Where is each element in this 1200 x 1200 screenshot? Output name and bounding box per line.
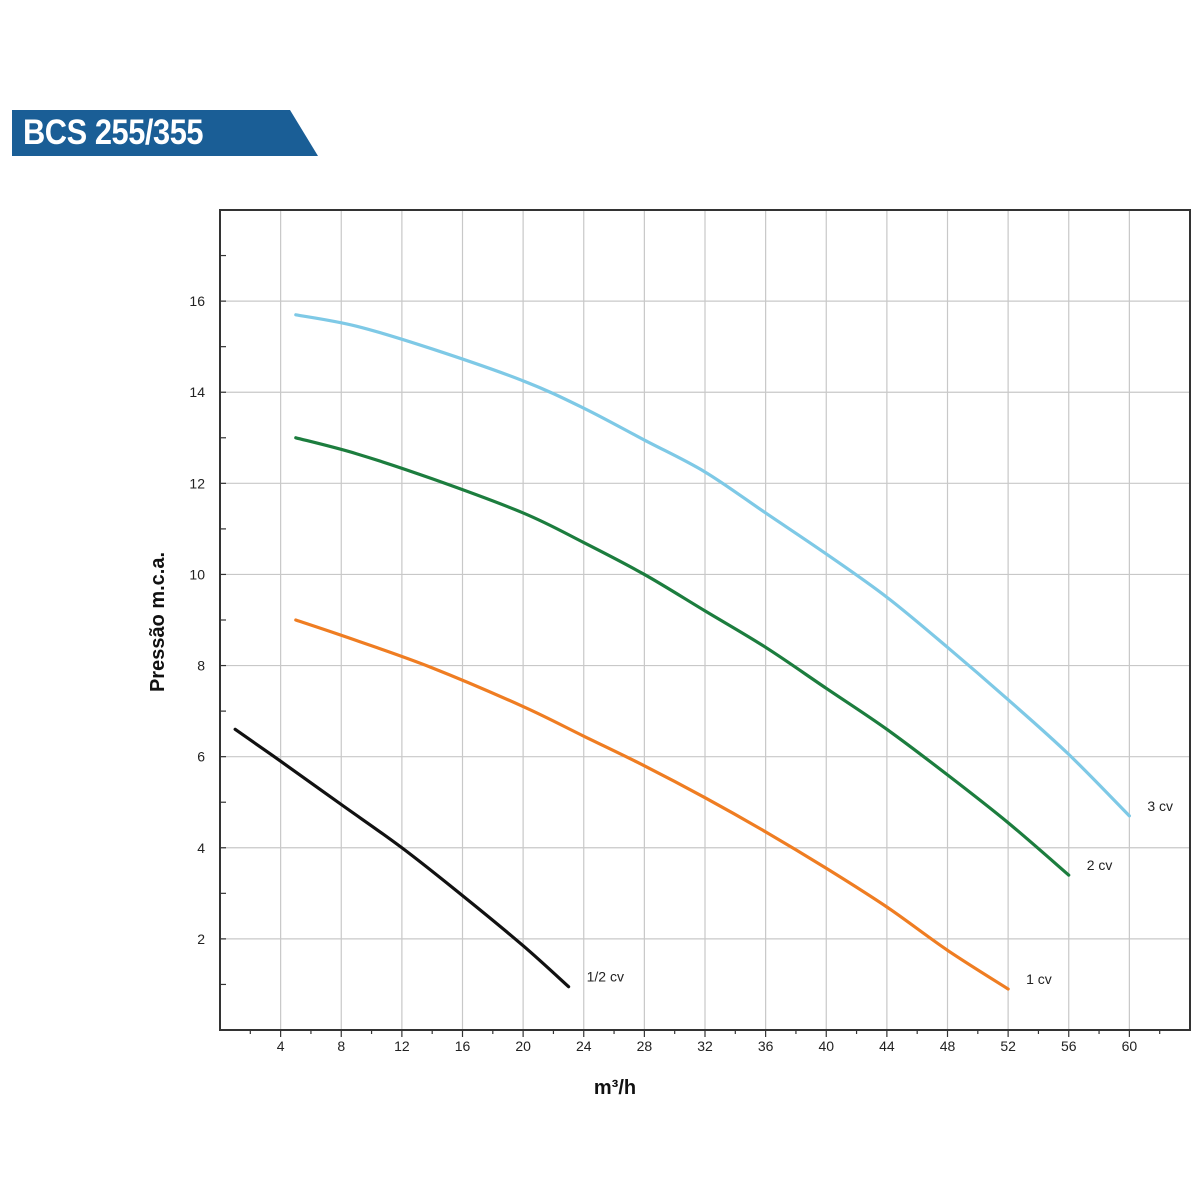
series-label-1-2-cv: 1/2 cv: [587, 969, 624, 985]
x-tick-label: 56: [1061, 1038, 1077, 1054]
series-line-1-2-cv: [233, 727, 571, 989]
x-tick-label: 40: [818, 1038, 834, 1054]
title-banner: BCS 255/355: [12, 110, 318, 156]
x-tick-label: 52: [1000, 1038, 1016, 1054]
y-axis: 2 4 6 8 10 12 14 16: [189, 254, 226, 986]
series-lines: [233, 313, 1131, 991]
x-tick-label: 12: [394, 1038, 410, 1054]
series-line-1-cv: [294, 618, 1010, 991]
series-label-1-cv: 1 cv: [1026, 971, 1052, 987]
x-tick-label: 32: [697, 1038, 713, 1054]
y-tick-label: 6: [197, 749, 205, 765]
series-label-3-cv: 3 cv: [1147, 798, 1173, 814]
series-label-2-cv: 2 cv: [1087, 857, 1113, 873]
x-axis-title: m³/h: [594, 1077, 636, 1099]
x-tick-label: 36: [758, 1038, 774, 1054]
series-line-3-cv: [294, 313, 1131, 818]
y-axis-title: Pressão m.c.a.: [147, 552, 169, 692]
grid: [220, 210, 1190, 1030]
series-labels: 1/2 cv 1 cv 2 cv 3 cv: [587, 798, 1173, 987]
x-tick-label: 48: [940, 1038, 956, 1054]
x-axis: 4 8 12 16 20 24 28 32 36 40 44 48 52 56 60: [249, 1030, 1161, 1054]
y-tick-label: 4: [197, 840, 205, 856]
y-tick-label: 10: [189, 566, 205, 582]
x-tick-label: 20: [515, 1038, 531, 1054]
x-tick-label: 16: [455, 1038, 471, 1054]
y-tick-label: 14: [189, 384, 205, 400]
x-tick-label: 24: [576, 1038, 592, 1054]
series-line-2-cv: [294, 436, 1071, 877]
x-tick-label: 44: [879, 1038, 895, 1054]
x-tick-label: 4: [277, 1038, 285, 1054]
y-tick-label: 8: [197, 658, 205, 674]
x-tick-label: 8: [337, 1038, 345, 1054]
x-tick-label: 60: [1122, 1038, 1138, 1054]
y-tick-label: 2: [197, 931, 205, 947]
title-banner-shape: [12, 110, 318, 156]
x-tick-label: 28: [637, 1038, 653, 1054]
chart-title: BCS 255/355: [23, 113, 204, 152]
y-tick-label: 12: [189, 475, 205, 491]
y-tick-label: 16: [189, 293, 205, 309]
